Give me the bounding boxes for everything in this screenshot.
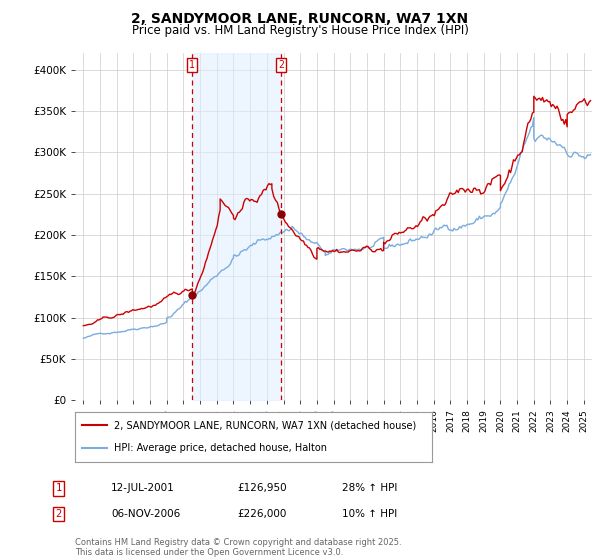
Text: HPI: Average price, detached house, Halton: HPI: Average price, detached house, Halt… bbox=[114, 444, 327, 454]
Text: 28% ↑ HPI: 28% ↑ HPI bbox=[342, 483, 397, 493]
Text: £226,000: £226,000 bbox=[237, 509, 286, 519]
Text: 10% ↑ HPI: 10% ↑ HPI bbox=[342, 509, 397, 519]
Text: 1: 1 bbox=[56, 483, 62, 493]
Text: 2: 2 bbox=[56, 509, 62, 519]
Text: Price paid vs. HM Land Registry's House Price Index (HPI): Price paid vs. HM Land Registry's House … bbox=[131, 24, 469, 36]
Text: 2, SANDYMOOR LANE, RUNCORN, WA7 1XN: 2, SANDYMOOR LANE, RUNCORN, WA7 1XN bbox=[131, 12, 469, 26]
Text: 2: 2 bbox=[278, 60, 284, 71]
Text: 1: 1 bbox=[190, 60, 195, 71]
Text: 12-JUL-2001: 12-JUL-2001 bbox=[111, 483, 175, 493]
Text: 06-NOV-2006: 06-NOV-2006 bbox=[111, 509, 180, 519]
Text: Contains HM Land Registry data © Crown copyright and database right 2025.
This d: Contains HM Land Registry data © Crown c… bbox=[75, 538, 401, 557]
Text: 2, SANDYMOOR LANE, RUNCORN, WA7 1XN (detached house): 2, SANDYMOOR LANE, RUNCORN, WA7 1XN (det… bbox=[114, 420, 416, 430]
Text: £126,950: £126,950 bbox=[237, 483, 287, 493]
